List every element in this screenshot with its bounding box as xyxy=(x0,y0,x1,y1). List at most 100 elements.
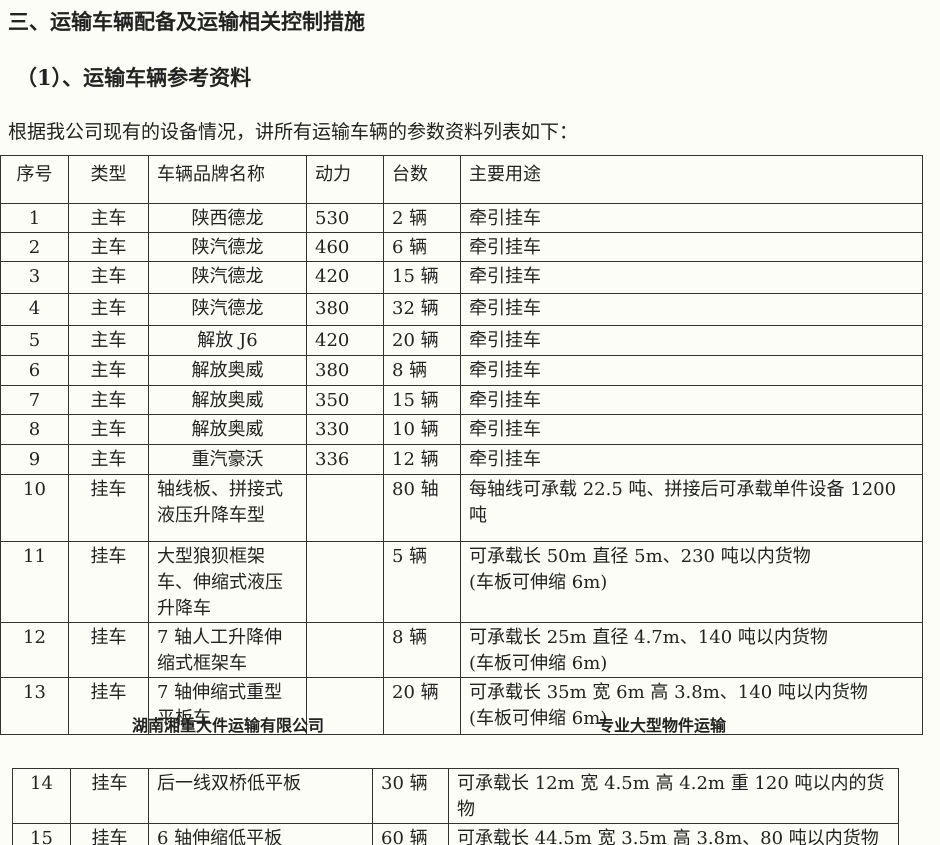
table-cell: 350 xyxy=(306,385,384,415)
table-cell: 陕汽德龙 xyxy=(148,232,307,262)
table-cell: 9 xyxy=(0,444,69,475)
table-row: 12 挂车 7 轴人工升降伸缩式框架车 8 辆可承载长 25m 直径 4.7m、140… xyxy=(0,622,923,678)
table-row: 5 主车 解放 J6 420 20 辆牵引挂车 xyxy=(0,325,923,356)
table-cell: 7 轴人工升降伸缩式框架车 xyxy=(148,622,307,678)
table-row: 13 挂车 7 轴伸缩式重型平板车 20 辆可承载长 35m 宽 6m 高 3.8m、… xyxy=(0,677,923,735)
table-cell: 解放 J6 xyxy=(148,325,307,356)
table-cell: 420 xyxy=(306,261,384,294)
table-cell: 15 xyxy=(12,823,71,845)
table-cell: 挂车 xyxy=(68,677,149,735)
table-cell: 重汽豪沃 xyxy=(148,444,307,475)
empty-cell xyxy=(306,474,384,542)
table-cell: 陕汽德龙 xyxy=(148,293,307,326)
table-cell: 1 xyxy=(0,203,69,233)
table-cell: 可承载长 35m 宽 6m 高 3.8m、140 吨以内货物 (车板可伸缩 6m… xyxy=(460,677,923,735)
table-cell: 6 xyxy=(0,355,69,386)
header-cell: 序号 xyxy=(0,155,69,204)
table-cell: 2 辆 xyxy=(383,203,461,233)
table-row: 6 主车 解放奥威 380 8 辆牵引挂车 xyxy=(0,355,923,386)
table-cell: 380 xyxy=(306,293,384,326)
table-row: 11 挂车 大型狼狈框架车、伸缩式液压升降车 5 辆可承载长 50m 直径 5m、23… xyxy=(0,541,923,623)
table-cell: 380 xyxy=(306,355,384,386)
table-cell: 主车 xyxy=(68,355,149,386)
table-cell: 336 xyxy=(306,444,384,475)
table-cell: 330 xyxy=(306,414,384,445)
table-cell: 420 xyxy=(306,325,384,356)
table-cell: 10 xyxy=(0,474,69,542)
table-cell: 牵引挂车 xyxy=(460,261,923,294)
table-cell: 每轴线可承载 22.5 吨、拼接后可承载单件设备 1200 吨 xyxy=(460,474,923,542)
table-cell: 12 xyxy=(0,622,69,678)
empty-cell xyxy=(306,677,384,735)
header-cell: 动力 xyxy=(306,155,384,204)
table-cell: 460 xyxy=(306,232,384,262)
table-cell: 解放奥威 xyxy=(148,385,307,415)
table-cell: 3 xyxy=(0,261,69,294)
table-cell: 6 轴伸缩低平板 xyxy=(148,823,373,845)
table-cell: 4 xyxy=(0,293,69,326)
intro: 根据我公司现有的设备情况，讲所有运输车辆的参数资料列表如下： xyxy=(8,121,579,143)
table-cell: 20 辆 xyxy=(383,325,461,356)
header-cell: 主要用途 xyxy=(460,155,923,204)
table-cell: 主车 xyxy=(68,325,149,356)
table-cell: 5 辆 xyxy=(383,541,461,623)
table-cell: 5 xyxy=(0,325,69,356)
table-row: 10 挂车 轴线板、拼接式液压升降车型 80 轴每轴线可承载 22.5 吨、拼接后可承… xyxy=(0,474,923,542)
table-cell: 可承载长 44.5m 宽 3.5m 高 3.8m、80 吨以内货物 xyxy=(448,823,899,845)
table-cell: 15 辆 xyxy=(383,261,461,294)
table-cell: 解放奥威 xyxy=(148,355,307,386)
table-cell: 解放奥威 xyxy=(148,414,307,445)
table-cell: 7 xyxy=(0,385,69,415)
slogan: 专业大型物件运输 xyxy=(598,716,727,735)
table-cell: 挂车 xyxy=(68,622,149,678)
table-row: 9 主车 重汽豪沃 336 12 辆牵引挂车 xyxy=(0,444,923,475)
table-cell: 主车 xyxy=(68,203,149,233)
heading: 三、运输车辆配备及运输相关控制措施 xyxy=(8,9,365,34)
table-cell: 陕汽德龙 xyxy=(148,261,307,294)
table-cell: 60 辆 xyxy=(372,823,449,845)
table-row: 2 主车 陕汽德龙 460 6 辆牵引挂车 xyxy=(0,232,923,262)
table-cell: 主车 xyxy=(68,293,149,326)
table-cell: 牵引挂车 xyxy=(460,444,923,475)
header-cell: 台数 xyxy=(383,155,461,204)
table-cell: 8 xyxy=(0,414,69,445)
table-cell: 20 辆 xyxy=(383,677,461,735)
vehicle-table: 序号 类型 车辆品牌名称 动力 台数 主要用途 1 主车 陕西德龙 530 2 辆牵引挂车 2 主车 陕汽… xyxy=(0,155,923,735)
table-cell: 14 xyxy=(12,768,71,824)
table-cell: 主车 xyxy=(68,385,149,415)
table-row: 4 主车 陕汽德龙 380 32 辆牵引挂车 xyxy=(0,293,923,326)
table-row: 8 主车 解放奥威 330 10 辆牵引挂车 xyxy=(0,414,923,445)
table-cell: 主车 xyxy=(68,414,149,445)
table-cell: 12 辆 xyxy=(383,444,461,475)
table-row: 3 主车 陕汽德龙 420 15 辆牵引挂车 xyxy=(0,261,923,294)
table-cell: 主车 xyxy=(68,261,149,294)
table-cell: 主车 xyxy=(68,232,149,262)
table-cell: 挂车 xyxy=(68,474,149,542)
table-cell: 11 xyxy=(0,541,69,623)
header-row: 序号 类型 车辆品牌名称 动力 台数 主要用途 xyxy=(0,155,923,204)
empty-cell xyxy=(306,622,384,678)
table-cell: 陕西德龙 xyxy=(148,203,307,233)
table-row: 1 主车 陕西德龙 530 2 辆牵引挂车 xyxy=(0,203,923,233)
table-cell: 牵引挂车 xyxy=(460,232,923,262)
header-cell: 类型 xyxy=(68,155,149,204)
table-row: 7 主车 解放奥威 350 15 辆牵引挂车 xyxy=(0,385,923,415)
empty-cell xyxy=(306,541,384,623)
table-cell: 8 辆 xyxy=(383,355,461,386)
table-cell: 轴线板、拼接式液压升降车型 xyxy=(148,474,307,542)
subheading: （1）、运输车辆参考资料 xyxy=(16,65,252,90)
table-cell: 牵引挂车 xyxy=(460,203,923,233)
table-cell: 主车 xyxy=(68,444,149,475)
table-cell: 牵引挂车 xyxy=(460,325,923,356)
table-cell: 2 xyxy=(0,232,69,262)
table-cell: 牵引挂车 xyxy=(460,385,923,415)
header-cell: 车辆品牌名称 xyxy=(148,155,307,204)
table-cell: 13 xyxy=(0,677,69,735)
table-cell: 80 轴 xyxy=(383,474,461,542)
table-cell: 8 辆 xyxy=(383,622,461,678)
table-cell: 挂车 xyxy=(70,823,149,845)
table-row: 14 挂车 后一线双桥低平板 30 辆可承载长 12m 宽 4.5m 高 4.2m 重… xyxy=(12,768,899,824)
table-cell: 大型狼狈框架车、伸缩式液压升降车 xyxy=(148,541,307,623)
table-cell: 挂车 xyxy=(68,541,149,623)
